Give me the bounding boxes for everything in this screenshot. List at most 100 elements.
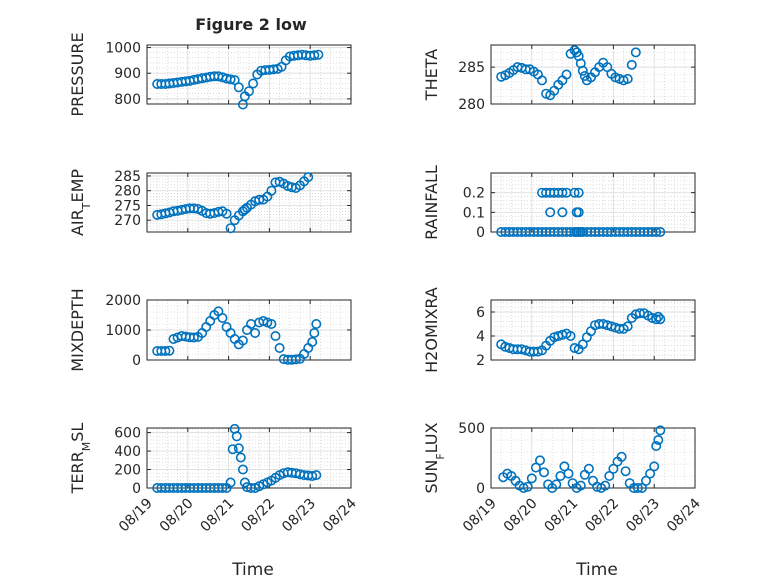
terr-msl-axes-box	[146, 427, 352, 489]
sun-flux-data-point	[632, 482, 643, 493]
subplot-rainfall: 0 0.1 0.2 RAINFALL	[422, 165, 696, 241]
terr-msl-data-point	[235, 452, 246, 463]
pressure-data-point	[309, 50, 320, 61]
sun-flux-data-point	[551, 479, 562, 490]
h2omixra-data-point	[569, 342, 580, 353]
air-temp-data-point	[225, 223, 236, 234]
sun-flux-data-point	[649, 461, 660, 472]
mixdepth-data-point	[290, 354, 301, 365]
terr-msl-data-point	[225, 477, 236, 488]
subplot-mixdepth: 0 1000 2000 MIXDEPTH	[68, 288, 352, 372]
pressure-ytick-label: 800	[114, 92, 141, 108]
terr-msl-data-point	[233, 443, 244, 454]
sun-flux-data-point	[651, 440, 662, 451]
air-temp-axes-box	[146, 172, 352, 233]
theta-data-point	[630, 47, 641, 58]
sun-flux-data-point	[559, 461, 570, 472]
air-temp-ylabel: AIRTEMP	[68, 169, 93, 236]
rainfall-data-point	[569, 187, 580, 198]
rainfall-ytick-label: 0	[476, 225, 485, 241]
sun-flux-data-point	[620, 466, 631, 477]
mixdepth-data-point	[311, 318, 322, 329]
sun-flux-data-point	[522, 481, 533, 492]
sun-flux-data-point	[583, 463, 594, 474]
rainfall-plot-area	[491, 173, 695, 232]
mixdepth-data-point	[266, 318, 277, 329]
terr-msl-ytick-label: 600	[114, 426, 141, 442]
air-temp-ytick-label: 275	[114, 198, 141, 214]
h2omixra-data-point	[653, 311, 664, 322]
pressure-data-point	[233, 82, 244, 93]
sun-flux-data-point	[645, 468, 656, 479]
terr-msl-ytick-label: 0	[132, 481, 141, 497]
mixdepth-data-point	[160, 345, 171, 356]
sun-flux-data-point	[600, 480, 611, 491]
sun-flux-data-point	[538, 467, 549, 478]
mixdepth-data-point	[307, 336, 318, 347]
air-temp-ytick-label: 280	[114, 184, 141, 200]
air-temp-ytick-label: 270	[114, 213, 141, 229]
pressure-data-point	[248, 78, 259, 89]
rainfall-data-point	[557, 207, 568, 218]
sun-flux-data-point	[608, 463, 619, 474]
theta-ytick-label: 285	[458, 60, 485, 76]
pressure-ylabel: PRESSURE	[68, 32, 87, 116]
sun-flux-data-point	[636, 482, 647, 493]
pressure-ytick-label: 900	[114, 66, 141, 82]
air-temp-data-point	[266, 185, 277, 196]
sun-flux-data-point	[604, 470, 615, 481]
terr-msl-ytick-label: 200	[114, 463, 141, 479]
figure-title: Figure 2 low	[195, 15, 307, 34]
mixdepth-data-point	[237, 335, 248, 346]
sun-flux-ylabel: SUNFLUX	[422, 422, 447, 493]
sun-flux-data-point	[575, 480, 586, 491]
air-temp-data-point	[303, 172, 314, 183]
rainfall-data-point	[655, 227, 666, 238]
terr-msl-data-point	[217, 482, 228, 493]
rainfall-data-point	[545, 207, 556, 218]
pressure-axes-box	[146, 44, 352, 105]
sun-flux-data-point	[563, 468, 574, 479]
h2omixra-data-point	[622, 321, 633, 332]
mixdepth-data-point	[250, 327, 261, 338]
mixdepth-ylabel: MIXDEPTH	[68, 288, 87, 371]
mixdepth-data-point	[270, 330, 281, 341]
rainfall-ylabel: RAINFALL	[422, 165, 441, 240]
air-temp-ytick-label: 285	[114, 169, 141, 185]
terr-msl-data-point	[227, 444, 238, 455]
theta-data-point	[561, 69, 572, 80]
pressure-data-point	[225, 74, 236, 85]
mixdepth-data-point	[274, 342, 285, 353]
terr-msl-data-point	[307, 470, 318, 481]
theta-ylabel: THETA	[422, 49, 441, 101]
mixdepth-data-point	[188, 332, 199, 343]
pressure-data-point	[244, 86, 255, 97]
mixdepth-data-point	[164, 345, 175, 356]
subplot-theta: 280 285 THETA	[422, 44, 696, 113]
rainfall-ytick-label: 0.2	[463, 186, 485, 202]
h2omixra-data-point	[651, 314, 662, 325]
sun-flux-ytick-label: 0	[476, 481, 485, 497]
rainfall-data-point	[573, 187, 584, 198]
subplot-pressure: 800 900 1000 PRESSURE	[68, 32, 352, 117]
mixdepth-data-point	[217, 312, 228, 323]
sun-flux-data-point	[640, 475, 651, 486]
theta-ytick-label: 280	[458, 97, 485, 113]
air-temp-data-point	[239, 204, 250, 215]
rainfall-axes-box	[490, 172, 696, 233]
theta-data-point	[622, 73, 633, 84]
h2omixra-data-point	[577, 339, 588, 350]
terr-msl-ytick-label: 400	[114, 444, 141, 460]
sun-flux-data-point	[616, 451, 627, 462]
theta-data-point	[626, 59, 637, 70]
pressure-ytick-label: 1000	[105, 41, 141, 57]
h2omixra-ylabel: H2OMIXRA	[422, 287, 441, 373]
sun-flux-data-point	[530, 462, 541, 473]
air-temp-data-point	[221, 208, 232, 219]
h2omixra-data-point	[565, 330, 576, 341]
terr-msl-xlabel: Time	[231, 560, 274, 580]
sun-flux-data-point	[655, 425, 666, 436]
mixdepth-ytick-label: 2000	[105, 293, 141, 309]
